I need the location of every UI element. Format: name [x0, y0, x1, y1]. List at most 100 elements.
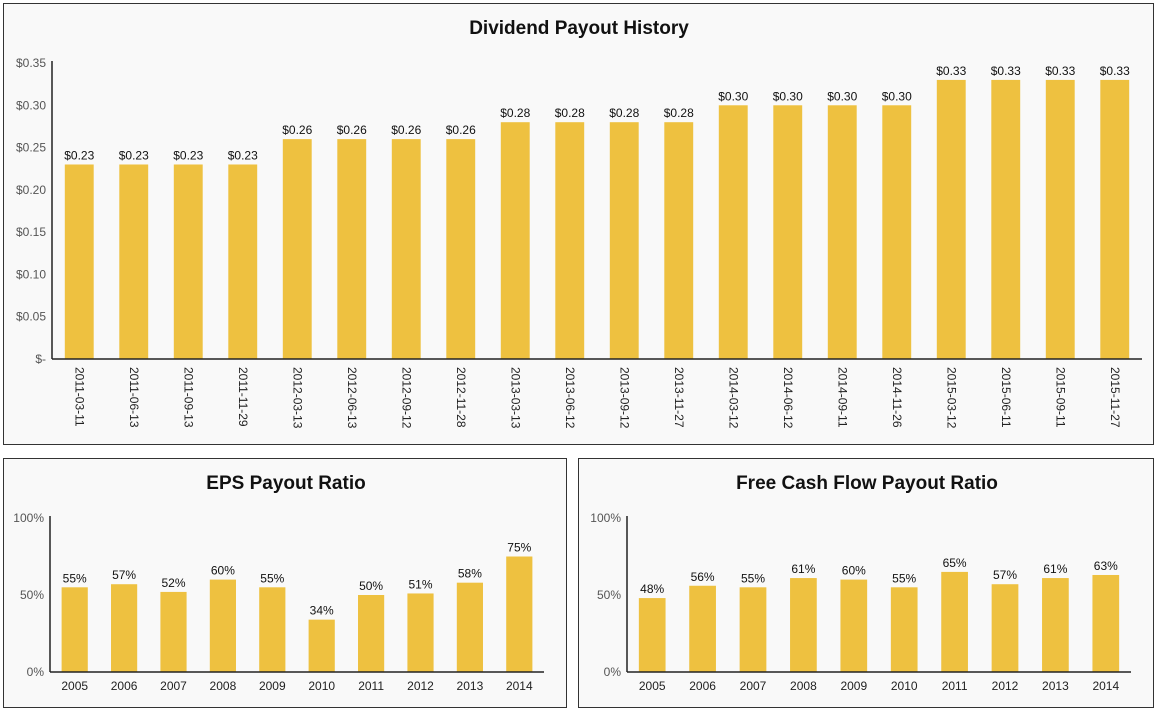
x-tick-label: 2014-03-12: [726, 367, 740, 429]
bar: [718, 105, 748, 360]
x-tick-label: 2015-03-12: [944, 367, 958, 429]
bar: [407, 593, 434, 672]
bar: [446, 139, 476, 359]
bar: [160, 591, 187, 672]
data-label: $0.23: [119, 148, 149, 162]
x-tick-label: 2012-03-13: [290, 367, 304, 429]
x-tick-label: 2011-06-13: [127, 367, 141, 428]
data-label: $0.23: [173, 148, 203, 162]
bar: [991, 79, 1021, 360]
data-label: $0.30: [827, 89, 857, 103]
y-tick-label: 50%: [597, 588, 621, 602]
data-label: $0.30: [773, 89, 803, 103]
data-label: 55%: [892, 571, 916, 585]
x-tick-label: 2011-11-29: [236, 367, 250, 427]
x-tick-label: 2006: [111, 679, 138, 693]
data-label: $0.28: [609, 106, 639, 120]
x-tick-label: 2014-06-12: [781, 367, 795, 429]
data-label: $0.26: [446, 123, 476, 137]
bar: [337, 139, 367, 359]
x-tick-label: 2012: [992, 679, 1019, 693]
y-tick-label: 100%: [590, 511, 621, 525]
data-label: $0.33: [936, 64, 966, 78]
data-label: 63%: [1094, 559, 1118, 573]
bar: [228, 164, 258, 359]
fcf-payout-panel: Free Cash Flow Payout Ratio 0% 50% 100% 48% 2…: [578, 458, 1154, 708]
bar: [1042, 578, 1069, 672]
bar: [936, 79, 966, 360]
data-label: $0.26: [337, 123, 367, 137]
bar: [1045, 79, 1075, 360]
bar: [773, 105, 803, 360]
bar: [739, 587, 767, 672]
chart-title: Free Cash Flow Payout Ratio: [736, 473, 998, 494]
bar: [308, 619, 335, 672]
eps-payout-chart: EPS Payout Ratio 0% 50% 100% 55% 2005 57% 2006 5…: [13, 473, 544, 693]
bar: [61, 587, 88, 672]
bar: [111, 584, 138, 672]
x-tick-label: 2013-06-12: [563, 367, 577, 429]
data-label: 57%: [112, 568, 136, 582]
x-tick-label: 2013-03-13: [508, 367, 522, 429]
x-tick-label: 2011: [942, 679, 968, 693]
x-tick-label: 2006: [689, 679, 716, 693]
x-tick-label: 2010: [308, 679, 335, 693]
bar: [840, 579, 868, 672]
data-label: $0.33: [1045, 64, 1075, 78]
y-tick-label: 0%: [27, 665, 45, 679]
bar: [64, 164, 94, 359]
bar: [506, 556, 533, 672]
data-label: $0.23: [228, 148, 258, 162]
dividend-history-panel: Dividend Payout History $- $0.05 $0.10 $0.15…: [3, 3, 1154, 445]
x-tick-label: 2014-09-11: [835, 367, 849, 428]
x-tick-label: 2008: [790, 679, 817, 693]
x-tick-label: 2007: [740, 679, 767, 693]
bar: [1100, 79, 1130, 360]
data-label: 57%: [993, 568, 1017, 582]
data-label: 58%: [458, 567, 482, 581]
bar: [638, 598, 666, 672]
data-label: $0.28: [555, 106, 585, 120]
x-tick-label: 2011-03-11: [72, 367, 86, 427]
x-tick-label: 2015-11-27: [1108, 367, 1122, 428]
bar: [500, 122, 530, 359]
bar: [882, 105, 912, 360]
bar: [282, 139, 312, 359]
x-tick-label: 2015-09-11: [1053, 367, 1067, 428]
x-tick-label: 2010: [891, 679, 918, 693]
bar: [664, 122, 694, 359]
x-tick-label: 2011: [358, 679, 384, 693]
bar: [890, 587, 918, 672]
x-tick-label: 2009: [840, 679, 867, 693]
y-tick-label: $0.20: [16, 183, 46, 197]
bar: [358, 595, 385, 672]
data-label: $0.33: [1100, 64, 1130, 78]
bar: [119, 164, 149, 359]
x-tick-label: 2013: [1042, 679, 1069, 693]
x-tick-label: 2009: [259, 679, 286, 693]
data-label: $0.28: [664, 106, 694, 120]
data-label: 52%: [161, 576, 185, 590]
bar: [991, 584, 1019, 672]
y-tick-label: $0.30: [16, 98, 46, 112]
chart-title: Dividend Payout History: [469, 18, 689, 39]
bar: [1092, 574, 1120, 672]
data-label: 56%: [691, 570, 715, 584]
x-tick-label: 2011-09-13: [181, 367, 195, 428]
data-label: 60%: [211, 564, 235, 578]
x-tick-label: 2007: [160, 679, 187, 693]
bar: [689, 585, 716, 672]
bar: [173, 164, 203, 359]
x-tick-label: 2012-06-13: [345, 367, 359, 429]
data-label: 50%: [359, 579, 383, 593]
bar: [555, 122, 585, 359]
y-tick-label: $-: [35, 352, 46, 366]
data-label: 51%: [408, 577, 432, 591]
x-tick-label: 2014: [1092, 679, 1119, 693]
data-label: 61%: [791, 562, 815, 576]
x-tick-label: 2013: [457, 679, 484, 693]
data-label: 61%: [1043, 562, 1067, 576]
data-label: 55%: [260, 571, 284, 585]
y-tick-label: $0.10: [16, 267, 46, 281]
bar: [790, 578, 817, 672]
